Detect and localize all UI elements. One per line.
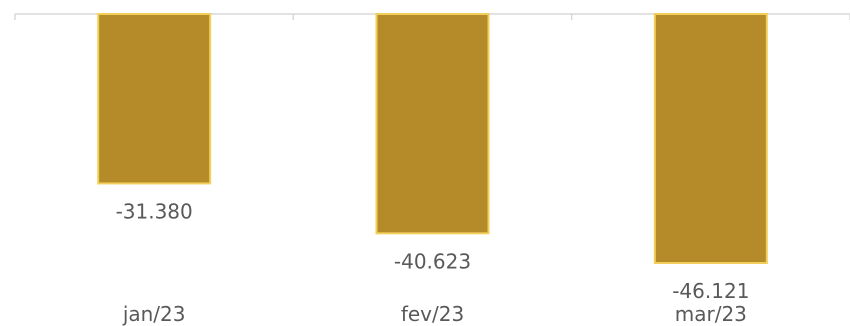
data-label-jan-23: -31.380	[116, 199, 193, 223]
category-labels-layer: jan/23 fev/23 mar/23	[122, 302, 747, 326]
data-label-fev-23: -40.623	[394, 249, 471, 273]
data-label-mar-23: -46.121	[672, 279, 749, 303]
data-labels-layer: -31.380 -40.623 -46.121	[116, 199, 750, 303]
bar-fev-23	[375, 13, 490, 235]
category-label-jan-23: jan/23	[122, 302, 186, 326]
bar-jan-23	[97, 13, 212, 185]
bars-layer	[97, 13, 768, 264]
category-label-mar-23: mar/23	[675, 302, 747, 326]
bar-mar-23	[653, 13, 768, 264]
category-label-fev-23: fev/23	[401, 302, 464, 326]
